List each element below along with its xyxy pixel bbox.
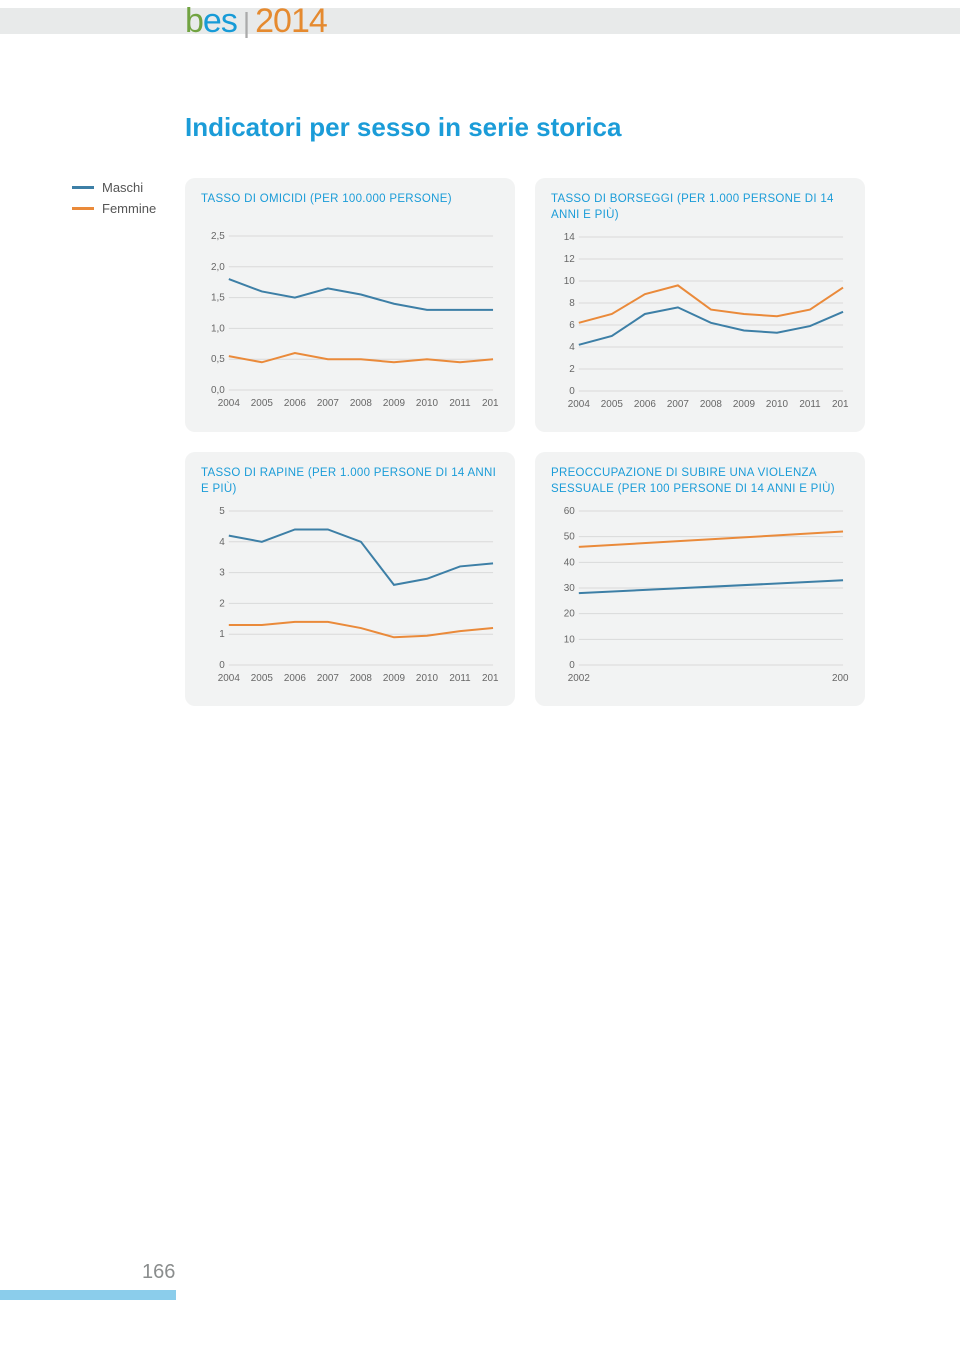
svg-text:2009: 2009: [383, 398, 406, 409]
svg-text:2009: 2009: [733, 399, 756, 410]
chart-title: TASSO DI BORSEGGI (PER 1.000 PERSONE DI …: [551, 192, 849, 223]
svg-text:0,0: 0,0: [211, 385, 225, 396]
svg-text:2: 2: [569, 364, 575, 375]
svg-text:14: 14: [564, 232, 575, 243]
svg-text:40: 40: [564, 557, 575, 568]
svg-text:4: 4: [219, 537, 225, 548]
chart-title: TASSO DI RAPINE (PER 1.000 PERSONE DI 14…: [201, 466, 499, 497]
legend-label-femmine: Femmine: [102, 201, 156, 216]
chart-card-violenza: PREOCCUPAZIONE DI SUBIRE UNA VIOLENZA SE…: [535, 452, 865, 706]
svg-text:20: 20: [564, 609, 575, 620]
svg-text:2009: 2009: [383, 673, 406, 684]
svg-text:1: 1: [219, 629, 225, 640]
svg-text:2002: 2002: [568, 673, 591, 684]
svg-text:2010: 2010: [766, 399, 789, 410]
svg-text:1,0: 1,0: [211, 323, 225, 334]
svg-text:2007: 2007: [317, 398, 340, 409]
svg-text:2,0: 2,0: [211, 262, 225, 273]
svg-text:6: 6: [569, 320, 575, 331]
chart-title: PREOCCUPAZIONE DI SUBIRE UNA VIOLENZA SE…: [551, 466, 849, 497]
svg-text:0,5: 0,5: [211, 354, 225, 365]
svg-text:8: 8: [569, 298, 575, 309]
legend-item-maschi: Maschi: [72, 180, 156, 195]
svg-text:2012: 2012: [832, 399, 849, 410]
svg-text:2004: 2004: [218, 673, 241, 684]
svg-text:2008: 2008: [700, 399, 723, 410]
svg-text:2007: 2007: [667, 399, 690, 410]
svg-text:2004: 2004: [568, 399, 591, 410]
svg-text:2011: 2011: [449, 673, 471, 684]
svg-text:2009: 2009: [832, 673, 849, 684]
svg-text:2005: 2005: [601, 399, 624, 410]
svg-text:2010: 2010: [416, 673, 439, 684]
svg-text:2010: 2010: [416, 398, 439, 409]
svg-text:3: 3: [219, 568, 225, 579]
svg-text:2012: 2012: [482, 398, 499, 409]
legend-label-maschi: Maschi: [102, 180, 143, 195]
chart-plot-rapine: 0 1 2 3 4 5 2004 2005 2006 2007 2008 2009 2010 2011 20…: [201, 505, 499, 685]
svg-text:2: 2: [219, 598, 225, 609]
svg-text:2006: 2006: [284, 673, 307, 684]
svg-text:10: 10: [564, 634, 575, 645]
chart-plot-violenza: 0 10 20 30 40 50 60 2002 2009: [551, 505, 849, 685]
svg-text:2005: 2005: [251, 673, 274, 684]
chart-card-omicidi: TASSO DI OMICIDI (PER 100.000 PERSONE) 0…: [185, 178, 515, 432]
page-number: 166: [142, 1261, 175, 1284]
svg-text:2,5: 2,5: [211, 231, 225, 242]
chart-plot-borseggi: 0 2 4 6 8 10 12 14 2004 2005 2006 2007 2008 2009 2010 2…: [551, 231, 849, 411]
svg-text:4: 4: [569, 342, 575, 353]
svg-text:30: 30: [564, 583, 575, 594]
svg-text:2011: 2011: [449, 398, 471, 409]
svg-text:1,5: 1,5: [211, 293, 225, 304]
chart-card-borseggi: TASSO DI BORSEGGI (PER 1.000 PERSONE DI …: [535, 178, 865, 432]
chart-card-rapine: TASSO DI RAPINE (PER 1.000 PERSONE DI 14…: [185, 452, 515, 706]
svg-text:2011: 2011: [799, 399, 821, 410]
legend: Maschi Femmine: [72, 180, 156, 222]
charts-grid: TASSO DI OMICIDI (PER 100.000 PERSONE) 0…: [185, 178, 865, 706]
svg-text:2008: 2008: [350, 398, 373, 409]
svg-text:2008: 2008: [350, 673, 373, 684]
legend-swatch-maschi: [72, 186, 94, 189]
svg-text:2005: 2005: [251, 398, 274, 409]
svg-text:0: 0: [569, 386, 575, 397]
svg-text:2004: 2004: [218, 398, 241, 409]
svg-text:50: 50: [564, 532, 575, 543]
header-bar: [0, 8, 960, 34]
svg-text:2007: 2007: [317, 673, 340, 684]
chart-plot-omicidi: 0,0 0,5 1,0 1,5 2,0 2,5 2004 2005 2006 2007 2008 20…: [201, 230, 499, 410]
svg-text:12: 12: [564, 254, 575, 265]
svg-text:0: 0: [219, 660, 225, 671]
svg-text:10: 10: [564, 276, 575, 287]
svg-text:0: 0: [569, 660, 575, 671]
chart-title: TASSO DI OMICIDI (PER 100.000 PERSONE): [201, 192, 499, 222]
footer-accent: [0, 1290, 176, 1300]
svg-text:2006: 2006: [634, 399, 657, 410]
legend-item-femmine: Femmine: [72, 201, 156, 216]
logo: bes|2014: [185, 2, 327, 41]
svg-text:2006: 2006: [284, 398, 307, 409]
svg-text:2012: 2012: [482, 673, 499, 684]
svg-text:5: 5: [219, 506, 225, 517]
legend-swatch-femmine: [72, 207, 94, 210]
page-title: Indicatori per sesso in serie storica: [185, 112, 621, 143]
svg-text:60: 60: [564, 506, 575, 517]
